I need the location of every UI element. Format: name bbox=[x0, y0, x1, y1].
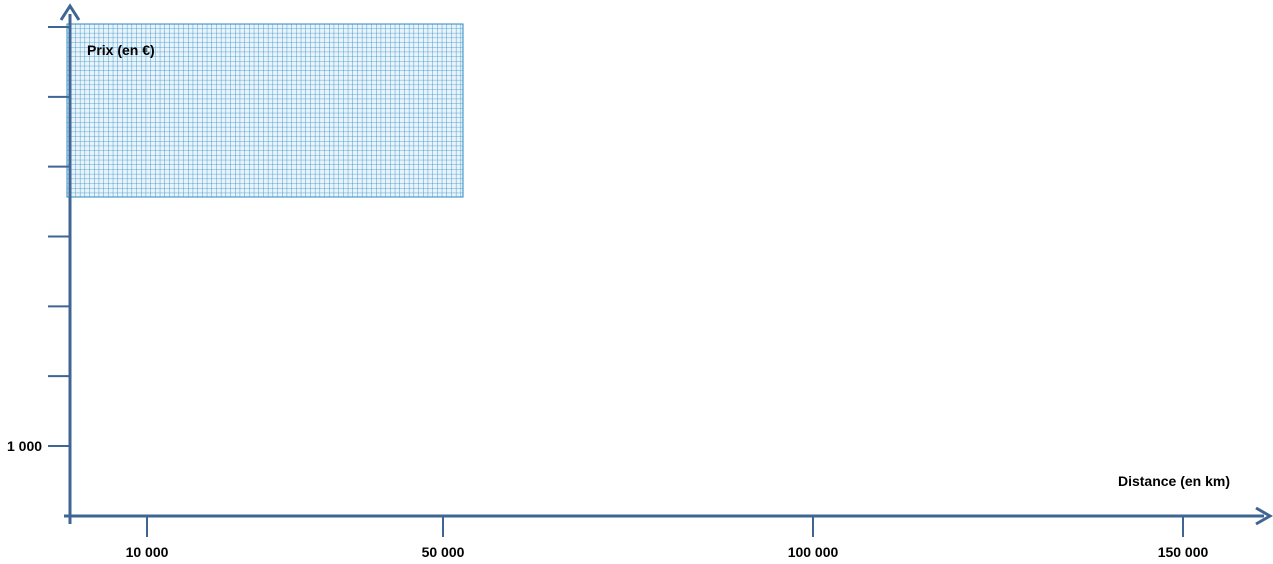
y-axis-ticks bbox=[48, 26, 70, 447]
graph-paper-grid bbox=[66, 23, 464, 198]
x-tick-label: 10 000 bbox=[126, 544, 169, 560]
x-tick-label: 150 000 bbox=[1158, 544, 1209, 560]
y-axis-label: Prix (en €) bbox=[87, 42, 155, 58]
x-tick-label: 100 000 bbox=[788, 544, 839, 560]
y-tick-label: 1 000 bbox=[7, 438, 42, 454]
y-axis-arrowhead bbox=[59, 3, 81, 21]
x-axis-label: Distance (en km) bbox=[1118, 473, 1230, 489]
x-tick-label: 50 000 bbox=[422, 544, 465, 560]
x-axis-arrowhead bbox=[1255, 506, 1273, 526]
x-axis-ticks: 10 000 50 000 100 000 150 000 bbox=[126, 516, 1209, 560]
